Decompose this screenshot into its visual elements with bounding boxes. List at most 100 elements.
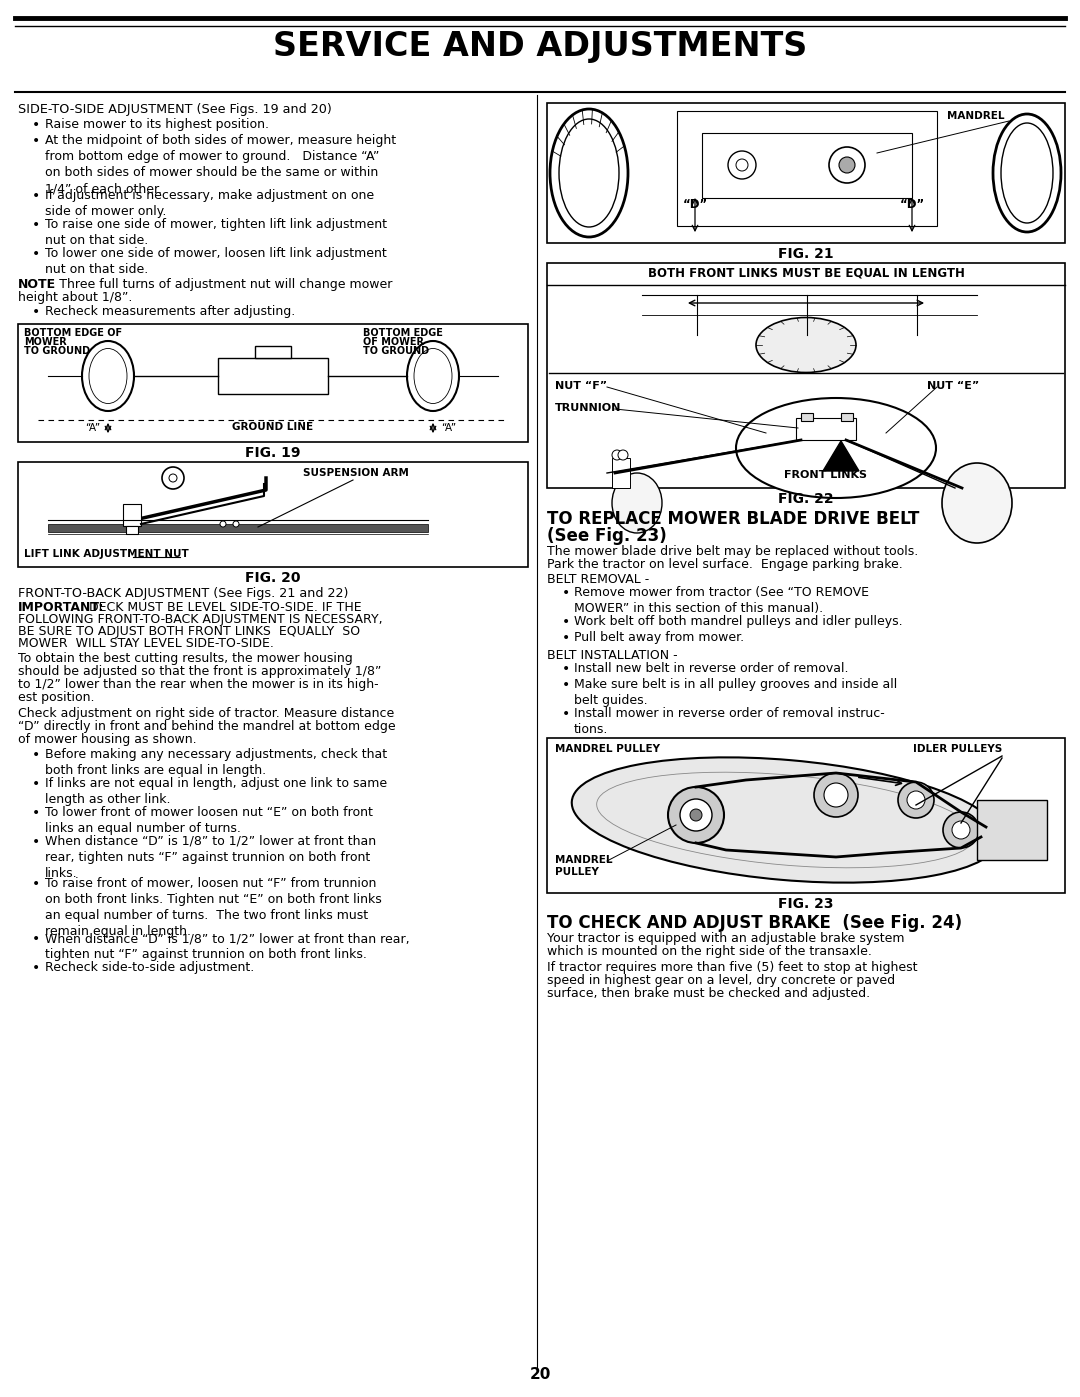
Circle shape bbox=[824, 782, 848, 807]
Circle shape bbox=[233, 521, 239, 527]
Text: DECK MUST BE LEVEL SIDE-TO-SIDE. IF THE: DECK MUST BE LEVEL SIDE-TO-SIDE. IF THE bbox=[81, 601, 362, 615]
Text: Your tractor is equipped with an adjustable brake system: Your tractor is equipped with an adjusta… bbox=[546, 932, 905, 944]
Text: BE SURE TO ADJUST BOTH FRONT LINKS  EQUALLY  SO: BE SURE TO ADJUST BOTH FRONT LINKS EQUAL… bbox=[18, 624, 360, 638]
Text: FIG. 22: FIG. 22 bbox=[779, 492, 834, 506]
Bar bbox=[546, 738, 1065, 893]
Text: FIG. 20: FIG. 20 bbox=[245, 571, 300, 585]
Text: To raise one side of mower, tighten lift link adjustment
nut on that side.: To raise one side of mower, tighten lift… bbox=[45, 218, 387, 247]
Circle shape bbox=[728, 151, 756, 179]
Bar bbox=[546, 103, 1065, 243]
Polygon shape bbox=[823, 441, 859, 471]
Text: •: • bbox=[562, 707, 570, 721]
Text: to 1/2” lower than the rear when the mower is in its high-: to 1/2” lower than the rear when the mow… bbox=[18, 678, 379, 692]
Text: OF MOWER: OF MOWER bbox=[363, 337, 424, 346]
Text: When distance “D” is 1/8” to 1/2” lower at front than rear,
tighten nut “F” agai: When distance “D” is 1/8” to 1/2” lower … bbox=[45, 932, 409, 961]
Text: :  Three full turns of adjustment nut will change mower: : Three full turns of adjustment nut wil… bbox=[48, 278, 392, 291]
Text: BOTTOM EDGE OF: BOTTOM EDGE OF bbox=[24, 328, 122, 338]
Bar bbox=[123, 504, 141, 527]
Ellipse shape bbox=[407, 341, 459, 411]
Text: •: • bbox=[562, 585, 570, 599]
Text: PULLEY: PULLEY bbox=[555, 868, 599, 877]
Text: height about 1/8”.: height about 1/8”. bbox=[18, 291, 133, 305]
Text: FIG. 21: FIG. 21 bbox=[779, 247, 834, 261]
Circle shape bbox=[690, 809, 702, 821]
Bar bbox=[126, 527, 138, 534]
Text: To lower one side of mower, loosen lift link adjustment
nut on that side.: To lower one side of mower, loosen lift … bbox=[45, 247, 387, 277]
Ellipse shape bbox=[756, 317, 856, 373]
Text: surface, then brake must be checked and adjusted.: surface, then brake must be checked and … bbox=[546, 988, 870, 1000]
Ellipse shape bbox=[612, 474, 662, 534]
Text: MANDREL: MANDREL bbox=[555, 855, 612, 865]
Text: Park the tractor on level surface.  Engage parking brake.: Park the tractor on level surface. Engag… bbox=[546, 557, 903, 571]
Bar bbox=[796, 418, 856, 440]
Text: “D”: “D” bbox=[683, 198, 707, 211]
Circle shape bbox=[618, 450, 627, 460]
Text: Make sure belt is in all pulley grooves and inside all
belt guides.: Make sure belt is in all pulley grooves … bbox=[573, 678, 897, 707]
Text: TO GROUND: TO GROUND bbox=[363, 346, 429, 356]
Text: •: • bbox=[32, 747, 40, 761]
Text: should be adjusted so that the front is approximately 1/8”: should be adjusted so that the front is … bbox=[18, 665, 381, 678]
Bar bbox=[841, 414, 853, 420]
Circle shape bbox=[680, 799, 712, 831]
Text: Work belt off both mandrel pulleys and idler pulleys.: Work belt off both mandrel pulleys and i… bbox=[573, 615, 903, 629]
Text: Recheck measurements after adjusting.: Recheck measurements after adjusting. bbox=[45, 305, 295, 319]
Circle shape bbox=[829, 147, 865, 183]
Text: FOLLOWING FRONT-TO-BACK ADJUSTMENT IS NECESSARY,: FOLLOWING FRONT-TO-BACK ADJUSTMENT IS NE… bbox=[18, 613, 382, 626]
Text: MOWER: MOWER bbox=[24, 337, 67, 346]
Text: •: • bbox=[32, 218, 40, 232]
Circle shape bbox=[814, 773, 858, 817]
Bar bbox=[48, 524, 428, 532]
Text: “D” directly in front and behind the mandrel at bottom edge: “D” directly in front and behind the man… bbox=[18, 719, 395, 733]
Text: Pull belt away from mower.: Pull belt away from mower. bbox=[573, 631, 744, 644]
Circle shape bbox=[951, 821, 970, 840]
Ellipse shape bbox=[414, 348, 453, 404]
Text: MOWER  WILL STAY LEVEL SIDE-TO-SIDE.: MOWER WILL STAY LEVEL SIDE-TO-SIDE. bbox=[18, 637, 274, 650]
Text: Install mower in reverse order of removal instruc-
tions.: Install mower in reverse order of remova… bbox=[573, 707, 885, 736]
Circle shape bbox=[943, 812, 978, 848]
Text: Remove mower from tractor (See “TO REMOVE
MOWER” in this section of this manual): Remove mower from tractor (See “TO REMOV… bbox=[573, 585, 869, 615]
Text: NUT “F”: NUT “F” bbox=[555, 381, 607, 391]
Bar bbox=[977, 800, 1047, 861]
Text: est position.: est position. bbox=[18, 692, 95, 704]
Circle shape bbox=[220, 521, 226, 527]
Text: BOTTOM EDGE: BOTTOM EDGE bbox=[363, 328, 443, 338]
Text: •: • bbox=[32, 305, 40, 319]
Text: 20: 20 bbox=[529, 1368, 551, 1382]
Ellipse shape bbox=[993, 115, 1061, 232]
Ellipse shape bbox=[571, 757, 1000, 883]
Text: If tractor requires more than five (5) feet to stop at highest: If tractor requires more than five (5) f… bbox=[546, 961, 918, 974]
Text: Recheck side-to-side adjustment.: Recheck side-to-side adjustment. bbox=[45, 961, 254, 974]
Circle shape bbox=[839, 156, 855, 173]
Text: Raise mower to its highest position.: Raise mower to its highest position. bbox=[45, 117, 269, 131]
Bar bbox=[612, 458, 630, 488]
Circle shape bbox=[897, 782, 934, 819]
Bar bbox=[18, 462, 528, 567]
Text: To obtain the best cutting results, the mower housing: To obtain the best cutting results, the … bbox=[18, 652, 353, 665]
Circle shape bbox=[907, 791, 924, 809]
Text: If links are not equal in length, adjust one link to same
length as other link.: If links are not equal in length, adjust… bbox=[45, 777, 387, 806]
Text: TRUNNION: TRUNNION bbox=[555, 402, 621, 414]
Text: Install new belt in reverse order of removal.: Install new belt in reverse order of rem… bbox=[573, 662, 849, 675]
Text: •: • bbox=[32, 932, 40, 946]
Text: SUSPENSION ARM: SUSPENSION ARM bbox=[303, 468, 409, 478]
Text: NOTE: NOTE bbox=[18, 278, 56, 291]
Text: TO REPLACE MOWER BLADE DRIVE BELT: TO REPLACE MOWER BLADE DRIVE BELT bbox=[546, 510, 919, 528]
Text: SERVICE AND ADJUSTMENTS: SERVICE AND ADJUSTMENTS bbox=[273, 29, 807, 63]
Text: •: • bbox=[32, 961, 40, 975]
Text: SIDE-TO-SIDE ADJUSTMENT (See Figs. 19 and 20): SIDE-TO-SIDE ADJUSTMENT (See Figs. 19 an… bbox=[18, 103, 332, 116]
Text: Before making any necessary adjustments, check that
both front links are equal i: Before making any necessary adjustments,… bbox=[45, 747, 387, 777]
Ellipse shape bbox=[942, 462, 1012, 543]
Text: “A”: “A” bbox=[85, 423, 100, 433]
Circle shape bbox=[612, 450, 622, 460]
Text: FRONT-TO-BACK ADJUSTMENT (See Figs. 21 and 22): FRONT-TO-BACK ADJUSTMENT (See Figs. 21 a… bbox=[18, 587, 349, 599]
Bar bbox=[18, 324, 528, 441]
Text: IMPORTANT:: IMPORTANT: bbox=[18, 601, 105, 615]
Text: IDLER PULLEYS: IDLER PULLEYS bbox=[913, 745, 1002, 754]
Text: •: • bbox=[32, 877, 40, 891]
Text: which is mounted on the right side of the transaxle.: which is mounted on the right side of th… bbox=[546, 944, 872, 958]
Text: of mower housing as shown.: of mower housing as shown. bbox=[18, 733, 197, 746]
Bar bbox=[255, 346, 291, 358]
Circle shape bbox=[168, 474, 177, 482]
Text: LIFT LINK ADJUSTMENT NUT: LIFT LINK ADJUSTMENT NUT bbox=[24, 549, 189, 559]
Text: •: • bbox=[32, 835, 40, 849]
